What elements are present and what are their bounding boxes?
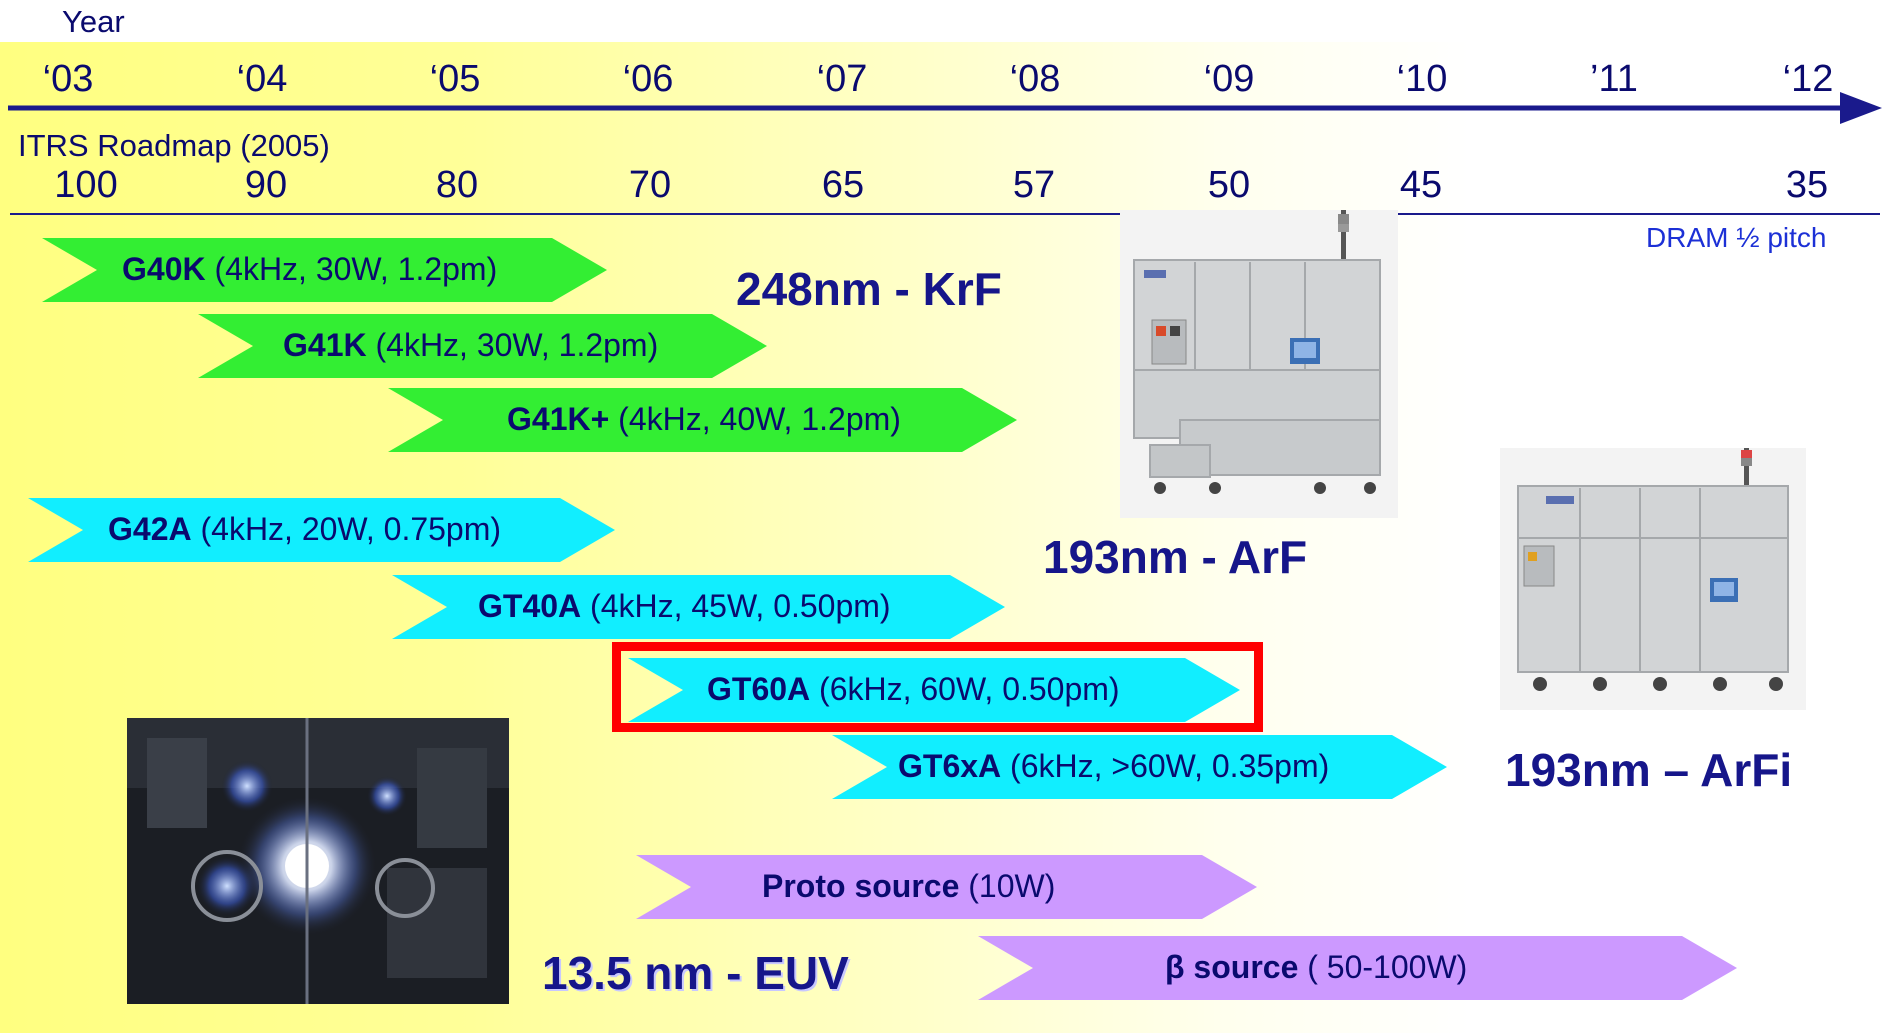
year-tick-06: ‘06 (622, 58, 674, 100)
year-tick-03: ‘03 (42, 58, 94, 100)
year-tick-04: ‘04 (236, 58, 288, 100)
bar-proto-source-label: Proto source (10W) (762, 868, 1055, 905)
bar-gt6xa-spec: (6kHz, >60W, 0.35pm) (1001, 748, 1330, 784)
bar-g40k (42, 238, 607, 302)
bar-g42a-name: G42A (108, 511, 192, 547)
arf-label: 193nm - ArF (1043, 531, 1308, 583)
bar-gt60a-spec: (6kHz, 60W, 0.50pm) (810, 671, 1120, 707)
bar-beta-source-spec: ( 50-100W) (1298, 949, 1468, 985)
bar-g40k-label: G40K (4kHz, 30W, 1.2pm) (122, 251, 497, 288)
half-pitch-100: 100 (54, 164, 118, 206)
year-tick-08: ‘08 (1009, 58, 1061, 100)
half-pitch-70: 70 (628, 164, 672, 206)
bar-g41k-plus (388, 388, 1017, 452)
bar-proto-source-name: Proto source (762, 868, 960, 904)
half-pitch-50: 50 (1207, 164, 1251, 206)
bar-g40k-spec: (4kHz, 30W, 1.2pm) (205, 251, 498, 287)
roadmap-divider (10, 213, 1880, 215)
bar-g41k-plus-label: G41K+ (4kHz, 40W, 1.2pm) (507, 401, 901, 438)
year-tick-12: ‘12 (1782, 58, 1834, 100)
half-pitch-65: 65 (821, 164, 865, 206)
half-pitch-35: 35 (1785, 164, 1829, 206)
itrs-roadmap-label: ITRS Roadmap (2005) (18, 128, 330, 163)
bar-gt40a-spec: (4kHz, 45W, 0.50pm) (581, 588, 891, 624)
bar-gt6xa (832, 735, 1447, 799)
dram-half-pitch-label: DRAM ½ pitch (1646, 222, 1827, 253)
year-tick-09: ‘09 (1203, 58, 1255, 100)
bar-g41k-name: G41K (283, 327, 367, 363)
bar-g41k-label: G41K (4kHz, 30W, 1.2pm) (283, 327, 658, 364)
bar-proto-source (636, 855, 1257, 919)
bar-gt60a-label: GT60A (6kHz, 60W, 0.50pm) (707, 671, 1120, 708)
header-band (0, 0, 1886, 42)
year-axis-arrow (8, 92, 1882, 124)
bar-beta-source-label: β source ( 50-100W) (1165, 949, 1467, 986)
arfi-laser-photo (1500, 448, 1806, 710)
year-tick-11: ’11 (1590, 58, 1638, 100)
bar-g41k-plus-spec: (4kHz, 40W, 1.2pm) (609, 401, 901, 437)
half-pitch-45: 45 (1399, 164, 1443, 206)
bar-gt6xa-label: GT6xA (6kHz, >60W, 0.35pm) (898, 748, 1329, 785)
bar-gt6xa-name: GT6xA (898, 748, 1002, 784)
bar-g42a (28, 498, 615, 562)
bar-g41k (198, 314, 767, 378)
euv-source-photo (127, 718, 509, 1004)
year-tick-10: ‘10 (1396, 58, 1448, 100)
krf-label: 248nm - KrF (736, 263, 1002, 315)
year-tick-07: ‘07 (816, 58, 868, 100)
half-pitch-90: 90 (244, 164, 288, 206)
bar-proto-source-spec: (10W) (959, 868, 1056, 904)
bar-g41k-spec: (4kHz, 30W, 1.2pm) (366, 327, 659, 363)
bar-g40k-name: G40K (122, 251, 206, 287)
bar-gt40a-label: GT40A (4kHz, 45W, 0.50pm) (478, 588, 891, 625)
bar-g42a-spec: (4kHz, 20W, 0.75pm) (191, 511, 502, 547)
half-pitch-57: 57 (1012, 164, 1056, 206)
bar-gt40a (392, 575, 1005, 639)
arfi-label: 193nm – ArFi (1505, 744, 1793, 796)
bar-gt60a-name: GT60A (707, 671, 811, 707)
bar-beta-source-name: β source (1165, 949, 1299, 985)
bar-g41k-plus-name: G41K+ (507, 401, 610, 437)
bar-gt40a-name: GT40A (478, 588, 582, 624)
bar-gt60a (628, 658, 1240, 722)
arf-laser-photo (1120, 210, 1398, 518)
gt60a-highlight-box (612, 642, 1263, 732)
half-pitch-80: 80 (435, 164, 479, 206)
bar-g42a-label: G42A (4kHz, 20W, 0.75pm) (108, 511, 501, 548)
year-axis-title: Year (62, 4, 125, 39)
bar-beta-source (978, 936, 1737, 1000)
year-tick-05: ‘05 (429, 58, 481, 100)
euv-label: 13.5 nm - EUV (542, 947, 849, 999)
